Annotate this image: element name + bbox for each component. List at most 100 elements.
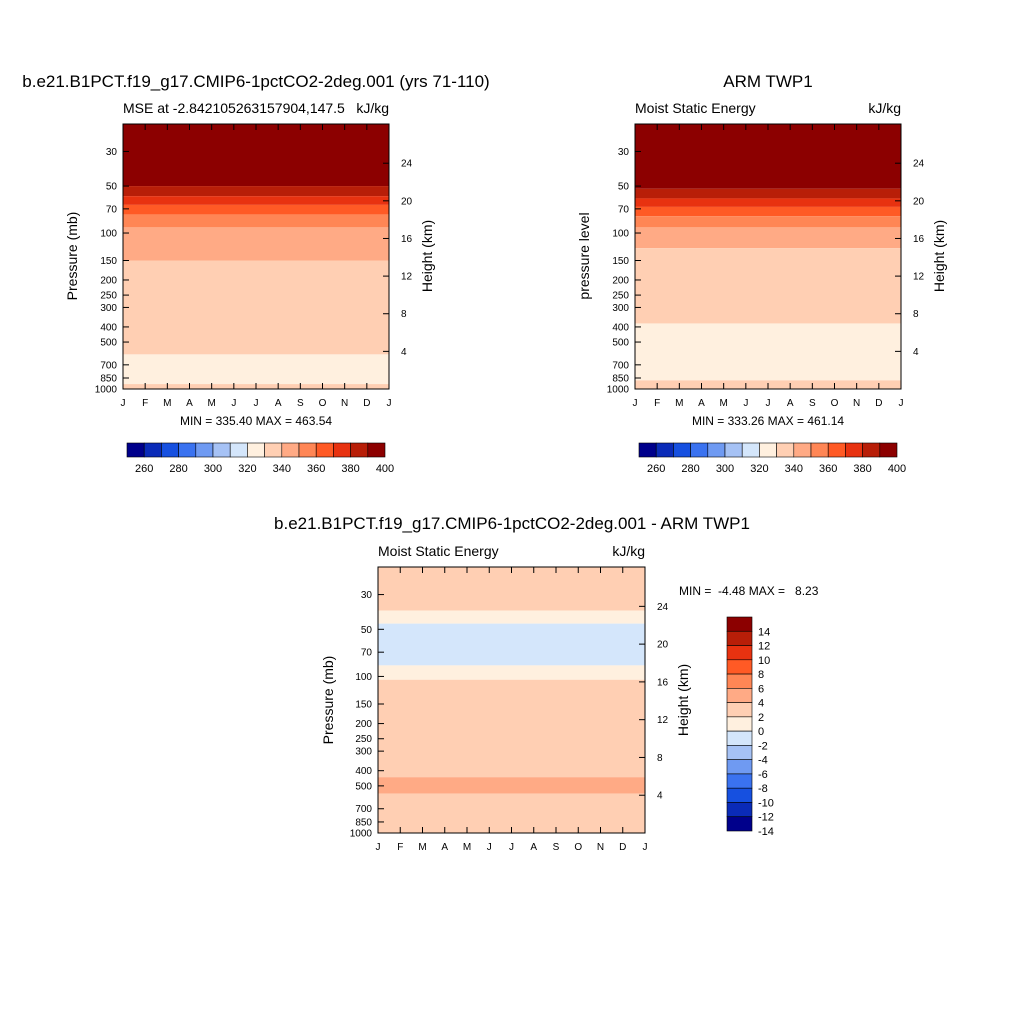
colorbar-box — [161, 442, 179, 458]
colorbar-box — [726, 816, 753, 832]
x-tick-label: D — [619, 842, 626, 853]
colorbar-label: 400 — [376, 463, 394, 475]
panel-model-ylabel: Pressure (mb) — [64, 212, 80, 301]
colorbar-label: 300 — [204, 463, 222, 475]
contour-band — [378, 623, 645, 666]
colorbar-label: 0 — [758, 726, 764, 738]
y-tick-label: 250 — [612, 291, 629, 302]
y-tick-label: 30 — [361, 590, 373, 601]
panel-obs-ylabel: pressure level — [576, 212, 592, 299]
contour-band — [635, 124, 901, 189]
y-right-tick-label: 4 — [657, 791, 663, 802]
x-tick-label: S — [553, 842, 560, 853]
y-right-tick-label: 20 — [913, 196, 925, 207]
colorbar-box — [298, 442, 317, 458]
colorbar-box — [333, 442, 351, 458]
colorbar-box — [315, 442, 334, 458]
y-tick-label: 30 — [106, 147, 118, 158]
colorbar-box — [862, 442, 881, 458]
y-right-tick-label: 12 — [913, 272, 925, 283]
contour-band — [635, 227, 901, 249]
colorbar-label: 360 — [819, 463, 837, 475]
colorbar-box — [281, 442, 300, 458]
panel-obs-frame — [634, 123, 902, 390]
x-tick-label: D — [875, 398, 882, 409]
x-tick-label: M — [418, 842, 426, 853]
colorbar-label: 300 — [716, 463, 734, 475]
colorbar-label: 280 — [169, 463, 187, 475]
y-right-tick-label: 16 — [913, 234, 925, 245]
colorbar-label: -12 — [758, 812, 774, 824]
contour-band — [123, 227, 389, 261]
y-tick-label: 200 — [100, 275, 117, 286]
y-tick-label: 300 — [612, 303, 629, 314]
x-tick-label: J — [643, 842, 648, 853]
panel-obs-subtitle-right: kJ/kg — [868, 100, 901, 116]
colorbar-box — [707, 442, 726, 458]
x-tick-label: A — [787, 398, 794, 409]
panel-model-subtitle-left: MSE at -2.842105263157904,147.5 — [123, 100, 345, 116]
x-tick-label: S — [809, 398, 816, 409]
colorbar-box — [724, 442, 743, 458]
colorbar-label: 380 — [341, 463, 359, 475]
y-tick-label: 150 — [100, 256, 117, 267]
y-tick-label: 850 — [355, 817, 372, 828]
colorbar-label: 340 — [785, 463, 803, 475]
colorbar-box — [726, 688, 753, 703]
panel-obs-ylabel-right: Height (km) — [931, 220, 947, 292]
colorbar-box — [247, 442, 265, 458]
y-tick-label: 50 — [361, 625, 373, 636]
y-tick-label: 850 — [612, 373, 629, 384]
panel-diff-title: b.e21.B1PCT.f19_g17.CMIP6-1pctCO2-2deg.0… — [274, 514, 750, 533]
panel-obs-contours — [635, 124, 901, 389]
x-tick-label: O — [831, 398, 839, 409]
x-tick-label: O — [319, 398, 327, 409]
colorbar-label: 2 — [758, 712, 764, 724]
panel-diff-contours — [378, 567, 645, 833]
panel-model-stats: MIN = 335.40 MAX = 463.54 — [180, 414, 332, 428]
y-tick-label: 70 — [361, 648, 373, 659]
colorbar-label: -2 — [758, 740, 768, 752]
panel-obs-subtitle-left: Moist Static Energy — [635, 100, 756, 116]
colorbar-label: -10 — [758, 797, 774, 809]
y-right-tick-label: 16 — [657, 677, 669, 688]
x-tick-label: J — [254, 398, 259, 409]
y-right-tick-label: 8 — [401, 309, 407, 320]
colorbar-label: 360 — [307, 463, 325, 475]
y-tick-label: 150 — [355, 700, 372, 711]
colorbar-box — [178, 442, 197, 458]
colorbar-label: 6 — [758, 683, 764, 695]
contour-band — [123, 354, 389, 385]
contour-band — [378, 665, 645, 680]
y-tick-label: 700 — [355, 804, 372, 815]
colorbar-box — [726, 645, 753, 661]
panel-model-title: b.e21.B1PCT.f19_g17.CMIP6-1pctCO2-2deg.0… — [22, 72, 489, 91]
y-tick-label: 700 — [100, 360, 117, 371]
x-tick-label: J — [231, 398, 236, 409]
panel-model: b.e21.B1PCT.f19_g17.CMIP6-1pctCO2-2deg.0… — [22, 72, 489, 475]
colorbar-box — [726, 659, 753, 675]
colorbar-label: 12 — [758, 641, 770, 653]
contour-band — [635, 216, 901, 228]
contour-band — [378, 610, 645, 624]
x-tick-label: J — [509, 842, 514, 853]
colorbar-box — [655, 442, 674, 458]
y-right-tick-label: 8 — [913, 309, 919, 320]
x-tick-label: D — [363, 398, 370, 409]
y-tick-label: 400 — [612, 322, 629, 333]
contour-band — [123, 214, 389, 228]
panel-obs-stats: MIN = 333.26 MAX = 461.14 — [692, 414, 844, 428]
colorbar-box — [126, 442, 145, 458]
colorbar-box — [726, 745, 753, 760]
y-tick-label: 850 — [100, 373, 117, 384]
colorbar-box — [810, 442, 829, 458]
y-right-tick-label: 8 — [657, 753, 663, 764]
panel-diff-stats: MIN = -4.48 MAX = 8.23 — [679, 584, 819, 598]
colorbar-box — [845, 442, 863, 458]
colorbar-box — [726, 716, 753, 732]
x-tick-label: M — [719, 398, 727, 409]
colorbar-label: -14 — [758, 826, 774, 838]
y-right-tick-label: 20 — [401, 196, 413, 207]
y-tick-label: 100 — [612, 229, 629, 240]
